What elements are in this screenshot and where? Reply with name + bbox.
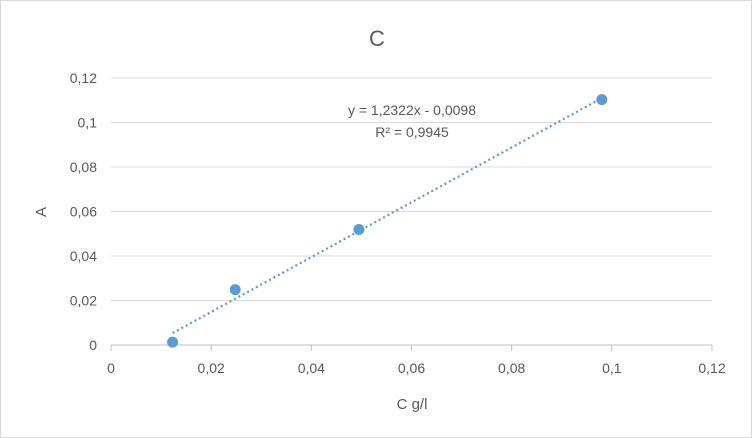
data-point <box>353 224 365 236</box>
trendline-path <box>172 97 603 335</box>
chart-title: C <box>369 26 385 51</box>
y-tick-label: 0,02 <box>70 293 97 309</box>
trendline <box>172 97 603 335</box>
x-tick-label: 0,04 <box>298 360 325 376</box>
y-axis-title: A <box>33 207 50 217</box>
x-tick-label: 0 <box>107 360 115 376</box>
y-tick-label: 0,1 <box>78 115 98 131</box>
y-tick-label: 0 <box>89 337 97 353</box>
y-tick-labels: 0 0,02 0,04 0,06 0,08 0,1 0,12 <box>70 70 97 353</box>
x-tick-label: 0,06 <box>398 360 425 376</box>
gridlines <box>110 77 713 351</box>
r-squared-label: R² = 0,9945 <box>375 124 449 140</box>
x-tick-label: 0,12 <box>698 360 725 376</box>
y-tick-label: 0,08 <box>70 159 97 175</box>
data-points <box>167 94 608 348</box>
y-tick-label: 0,06 <box>70 204 97 220</box>
y-tick-label: 0,12 <box>70 70 97 86</box>
data-point <box>167 336 179 348</box>
x-tick-labels: 0 0,02 0,04 0,06 0,08 0,1 0,12 <box>107 360 726 376</box>
x-tick-label: 0,08 <box>498 360 525 376</box>
y-tick-label: 0,04 <box>70 248 97 264</box>
x-axis-title: C g/l <box>397 396 428 413</box>
trendline-equation: y = 1,2322x - 0,0098 <box>348 102 476 118</box>
data-point <box>596 94 608 106</box>
x-tick-label: 0,1 <box>602 360 622 376</box>
x-tick-label: 0,02 <box>198 360 225 376</box>
data-point <box>229 284 241 296</box>
